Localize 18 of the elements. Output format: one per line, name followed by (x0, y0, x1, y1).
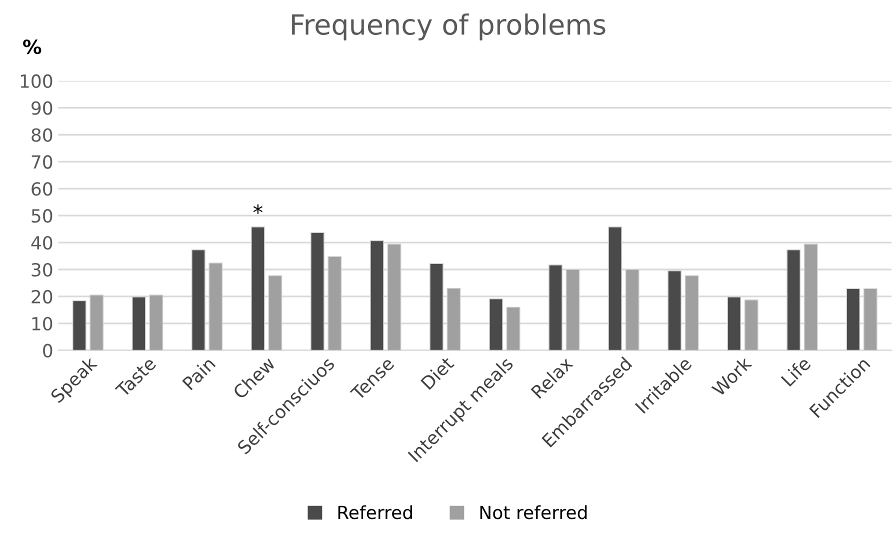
y-tick-label: 10 (32, 316, 52, 331)
legend-label: Not referred (480, 505, 587, 520)
y-axis-title: % (23, 39, 42, 54)
x-tick-label: Life (780, 356, 812, 387)
y-tick-label: 80 (32, 128, 52, 142)
legend-label: Referred (338, 505, 412, 520)
y-tick-label: 60 (32, 182, 52, 196)
y-tick-label: 30 (32, 262, 52, 277)
y-tick-label: 40 (31, 236, 52, 250)
y-tick-label: 90 (32, 101, 52, 115)
y-tick-label: 100 (20, 74, 52, 88)
y-tick-label: 20 (32, 290, 52, 304)
annotation: * (253, 204, 263, 214)
x-tick-label: Pain (182, 356, 216, 390)
y-tick-label: 70 (32, 155, 52, 169)
y-tick-label: 0 (43, 344, 52, 358)
y-tick-label: 50 (32, 209, 52, 223)
chart-title: Frequency of problems (292, 13, 606, 40)
